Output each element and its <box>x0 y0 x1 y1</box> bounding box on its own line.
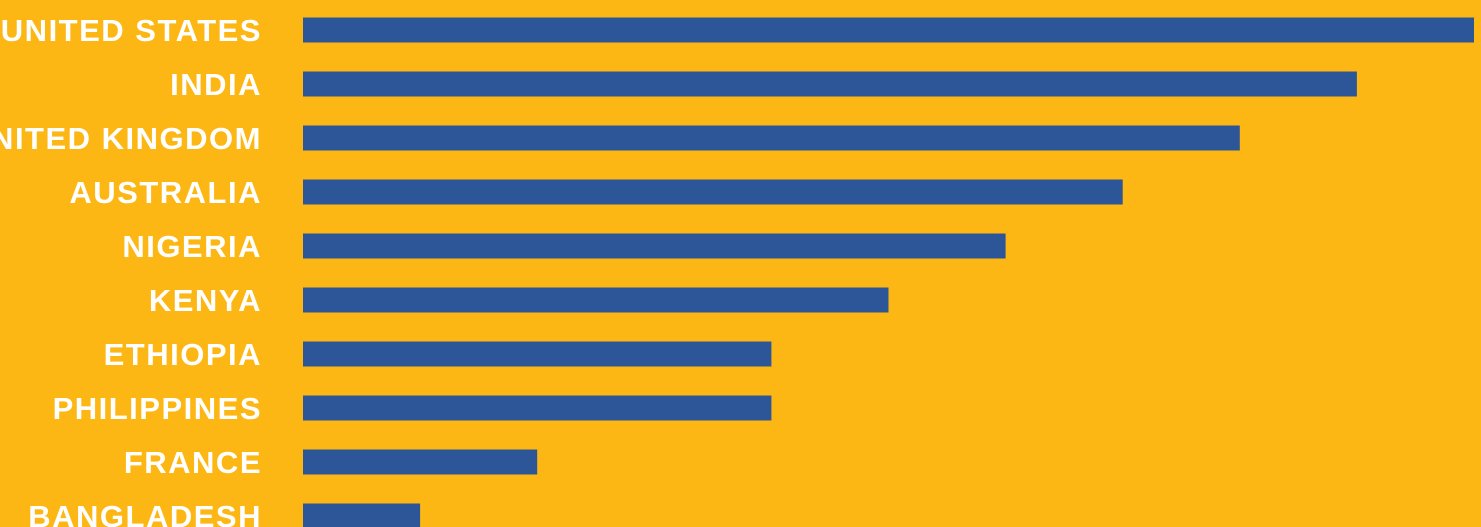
bar-bangladesh <box>303 503 421 527</box>
bar-ethiopia <box>303 341 772 367</box>
category-label: NIGERIA <box>122 229 262 264</box>
category-label: UNITED STATES <box>1 13 262 48</box>
category-label: AUSTRALIA <box>69 175 262 210</box>
bar-united-kingdom <box>303 125 1240 151</box>
category-label: INDIA <box>170 67 262 102</box>
category-label: UNITED KINGDOM <box>0 121 262 156</box>
category-label: FRANCE <box>124 445 262 480</box>
bar-kenya <box>303 287 889 313</box>
bar-united-states <box>303 17 1474 43</box>
bar-france <box>303 449 538 475</box>
bar-philippines <box>303 395 772 421</box>
bars <box>303 17 1474 527</box>
category-label: KENYA <box>149 283 262 318</box>
bar-nigeria <box>303 233 1006 259</box>
category-labels: UNITED STATES INDIA UNITED KINGDOM AUSTRALI… <box>0 13 262 527</box>
bar-australia <box>303 179 1123 205</box>
bar-india <box>303 71 1357 97</box>
category-label: PHILIPPINES <box>53 391 262 426</box>
category-label: ETHIOPIA <box>104 337 262 372</box>
category-label: BANGLADESH <box>28 499 262 527</box>
